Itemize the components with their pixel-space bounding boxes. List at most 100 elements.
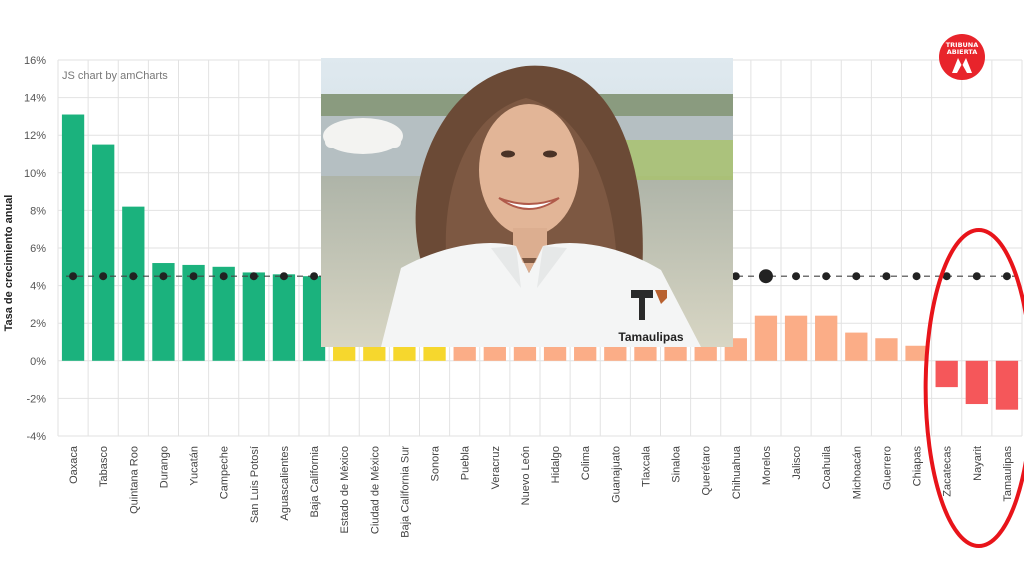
bar-6 [242,272,265,361]
x-tick-label: Tabasco [98,446,110,487]
x-tick-label: Zacatecas [942,446,954,497]
x-tick-label: Veracruz [490,446,502,489]
y-tick-label: -2% [26,393,46,405]
bar-31 [995,360,1019,410]
x-tick-label: Durango [158,446,170,488]
y-tick-label: 0% [30,356,46,368]
reference-dot [69,272,78,281]
x-tick-label: Coahuila [821,445,833,489]
shirt-text: Tamaulipas [618,330,683,344]
x-tick-label: Quintana Roo [128,446,140,514]
reference-dot [852,272,861,281]
reference-dot [731,272,740,281]
bar-21 [694,345,717,361]
x-tick-label: Baja California Sur [399,446,411,538]
bar-20 [664,345,687,361]
x-tick-label: Aguascalientes [279,446,291,521]
x-tick-label: Nayarit [972,446,984,481]
x-tick-label: Nuevo León [520,446,532,505]
bar-11 [393,343,416,361]
y-tick-label: 14% [24,93,46,105]
x-tick-label: Chihuahua [731,445,743,499]
bar-28 [905,345,928,361]
reference-dot [189,272,198,281]
reference-dot [99,272,108,281]
y-tick-label: 4% [30,281,46,293]
bar-9 [333,343,356,361]
bar-18 [604,345,627,361]
reference-dot [1002,272,1011,281]
bar-0 [61,114,85,361]
bar-27 [875,338,898,361]
bar-3 [152,263,175,361]
x-tick-label: Chiapas [912,446,924,487]
x-tick-label: Jalisco [791,446,803,480]
y-tick-label: 10% [24,168,46,180]
bar-4 [182,264,205,361]
reference-dot [882,272,891,281]
y-tick-label: 6% [30,243,46,255]
y-tick-label: 16% [24,55,46,67]
chart-credit: JS chart by amCharts [62,70,168,82]
x-tick-label: Sinaloa [671,445,683,483]
logo-line2: ABIERTA [947,48,978,56]
bar-23 [754,315,778,361]
logo-line1: TRIBUNA [946,41,979,49]
bar-24 [784,315,808,361]
x-tick-label: Hidalgo [550,446,562,483]
reference-dot [758,269,773,284]
bar-29 [935,360,958,388]
x-tick-label: Campeche [219,446,231,499]
x-tick-label: Guanajuato [610,446,622,503]
reference-dot [942,272,951,281]
x-tick-label: Yucatán [189,446,201,486]
reference-dot [279,272,288,281]
reference-dot [792,272,801,281]
y-tick-label: 2% [30,318,46,330]
tribuna-abierta-logo: TRIBUNA ABIERTA [938,33,986,81]
highlight-ellipse [923,228,1024,548]
x-tick-label: Sonora [430,445,442,481]
bar-14 [483,345,506,361]
x-tick-label: Tamaulipas [1002,446,1014,502]
bar-12 [423,343,446,361]
x-tick-label: Ciudad de México [369,446,381,534]
y-tick-label: 8% [30,205,46,217]
x-tick-label: San Luis Potosí [249,446,261,523]
bar-2 [122,206,145,361]
x-tick-label: Guerrero [881,446,893,490]
x-tick-label: Baja California [309,445,321,517]
bar-7 [272,274,296,361]
x-tick-label: Tlaxcala [640,445,652,487]
reference-dot [912,272,921,281]
y-tick-label: -4% [26,431,46,443]
reference-dot [310,272,319,281]
bar-15 [513,345,537,361]
x-tick-label: Estado de México [339,446,351,533]
x-tick-label: Morelos [761,446,773,486]
reference-dot [159,272,168,281]
x-tick-label: Puebla [460,445,472,480]
x-tick-label: Colima [580,445,592,480]
y-tick-label: 12% [24,130,46,142]
x-tick-label: Oaxaca [68,445,80,484]
y-axis-title: Tasa de crecimiento anual [3,195,15,332]
reference-dot [822,272,831,281]
bar-16 [543,345,567,361]
reference-dot [249,272,258,281]
x-tick-label: Michoacán [851,446,863,499]
bar-8 [302,276,326,361]
bar-25 [815,315,838,361]
bar-30 [965,360,988,405]
bar-17 [574,345,597,361]
overlay-photo: Tamaulipas [321,58,733,347]
bar-5 [212,266,235,361]
bar-1 [92,144,115,361]
reference-dot [219,272,228,281]
reference-dot [129,272,138,281]
bar-13 [453,345,476,361]
bar-19 [634,345,657,361]
bar-10 [363,343,386,361]
x-tick-label: Querétaro [701,446,713,496]
reference-dot [972,272,981,281]
